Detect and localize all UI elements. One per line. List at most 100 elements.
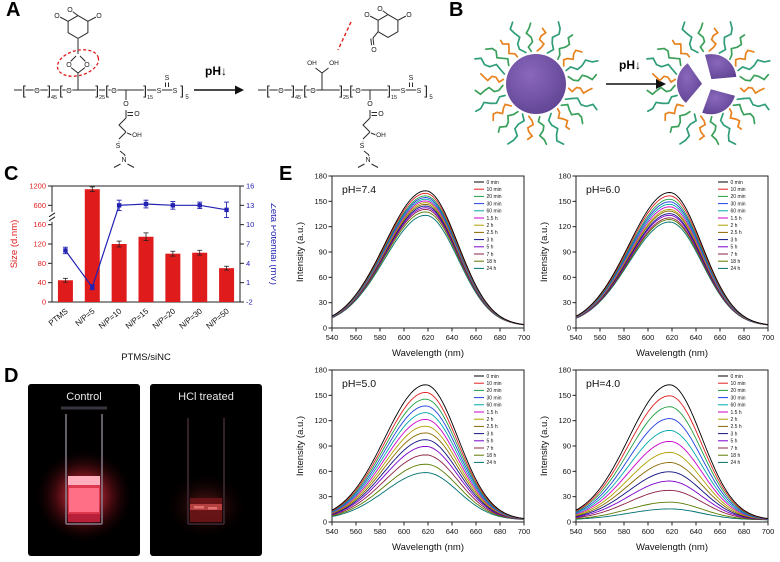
polymer-chain — [509, 21, 527, 54]
x-tick-label: 660 — [714, 527, 727, 536]
size-bar — [84, 189, 100, 302]
spectrum-curve — [575, 489, 769, 521]
spectrum-curve — [331, 190, 525, 325]
x-tick-label: 600 — [398, 527, 411, 536]
polymer-chain — [734, 49, 755, 67]
polymer-chain — [557, 34, 574, 61]
atom-label: S — [417, 88, 422, 95]
y2-tick-label: 4 — [246, 259, 250, 268]
legend-entry: 0 min — [731, 374, 743, 380]
legend-entry: 10 min — [731, 381, 746, 387]
atom-label: O — [377, 6, 383, 13]
polymer-chain — [664, 103, 685, 122]
zeta-marker — [224, 207, 229, 213]
legend-entry: 30 min — [731, 395, 746, 401]
atom-label: S — [409, 75, 414, 82]
legend-entry: 24 h — [731, 266, 741, 272]
atom-label: ] — [47, 83, 51, 98]
legend-entry: 20 min — [731, 194, 746, 200]
spectrum-curve — [575, 501, 768, 521]
x-tick-label: 620 — [422, 527, 435, 536]
spectrum-curve — [331, 398, 525, 520]
atom-label: O — [54, 13, 60, 20]
size-bar — [192, 252, 208, 302]
atom-label: 15 — [147, 95, 153, 101]
polymer-chain — [565, 59, 599, 72]
spectrum-curve — [575, 440, 769, 520]
legend-entry: 24 h — [731, 460, 741, 466]
x-category-label: N/P=50 — [204, 306, 231, 331]
polymer-chain — [708, 27, 719, 52]
y-tick-label: 60 — [319, 273, 327, 282]
legend-entry: 10 min — [731, 187, 746, 193]
atom-label: S — [401, 88, 406, 95]
y2-tick-label: 1 — [246, 278, 250, 287]
panel-label-b: B — [449, 0, 464, 21]
x-tick-label: 580 — [618, 527, 631, 536]
x-tick-label: 660 — [470, 527, 483, 536]
micelle-fragment — [702, 89, 735, 115]
atom-label: ] — [424, 83, 428, 98]
spectrum-curve — [575, 508, 768, 521]
panel-label-a: A — [6, 0, 21, 21]
liquid-bright-core — [69, 488, 99, 512]
y-axis-title: Intensity (a.u.) — [295, 222, 306, 282]
x-category-label: N/P=10 — [97, 306, 124, 331]
x-tick-label: 540 — [570, 527, 583, 536]
size-bar — [219, 268, 235, 302]
cleavage-circle — [56, 49, 100, 77]
spectrum-curve — [331, 439, 525, 520]
polymer-chain — [560, 103, 584, 125]
x-tick-label: 560 — [594, 333, 607, 342]
x-tick-label: 640 — [446, 527, 459, 536]
polymer-chain — [671, 39, 691, 58]
y-tick-label: 150 — [558, 391, 571, 400]
y-tick-label: 180 — [558, 366, 571, 375]
polymer-chain — [567, 86, 593, 95]
y-tick-label: 90 — [563, 248, 571, 257]
atom-label: O — [111, 88, 117, 95]
x-tick-label: 640 — [446, 333, 459, 342]
legend-entry: 1.5 h — [487, 216, 498, 222]
polymer-chain — [492, 103, 513, 122]
atom-label: 5 — [185, 95, 189, 101]
atom-label: ] — [95, 83, 99, 98]
x-tick-label: 560 — [350, 333, 363, 342]
polymer-chain — [719, 112, 737, 145]
zeta-marker — [143, 201, 149, 207]
micelle-fragment — [705, 54, 737, 80]
liquid-bottom — [68, 514, 100, 522]
atom-label: S — [165, 75, 170, 82]
x-tick-label: 660 — [470, 333, 483, 342]
x-tick-label: 600 — [398, 333, 411, 342]
panel-b-illustration — [474, 21, 771, 146]
y-axis-title: Intensity (a.u.) — [295, 416, 306, 476]
polymer-chain — [546, 21, 561, 54]
size-bar — [57, 280, 73, 302]
y-tick-label: 30 — [563, 492, 571, 501]
bond-lines — [14, 10, 420, 168]
legend-entry: 1.5 h — [487, 410, 498, 416]
y-tick-label: 180 — [314, 172, 327, 181]
spectrum-curve — [575, 406, 769, 520]
liquid-streak — [194, 506, 204, 509]
x-tick-label: 680 — [494, 333, 507, 342]
polymer-chain — [474, 94, 506, 113]
x-tick-label: 540 — [326, 333, 339, 342]
y-tick-label: 30 — [563, 298, 571, 307]
ph-annotation: pH=4.0 — [586, 378, 620, 390]
polymer-chain — [526, 115, 535, 141]
atom-label: O — [134, 111, 140, 118]
legend-entry: 20 min — [731, 388, 746, 394]
atom-label: 25 — [343, 95, 349, 101]
y-tick-label: 80 — [38, 259, 46, 268]
legend-entry: 3 h — [487, 431, 494, 437]
y-axis-title: Size (d.nm) — [9, 220, 20, 269]
y-tick-label: 160 — [33, 220, 46, 229]
atom-label: O — [364, 12, 370, 19]
panel-label-d: D — [4, 365, 19, 387]
y-tick-label: 1200 — [29, 182, 46, 191]
polymer-chain — [679, 113, 698, 145]
polymer-chain — [698, 115, 707, 141]
liquid-meniscus — [68, 476, 100, 485]
